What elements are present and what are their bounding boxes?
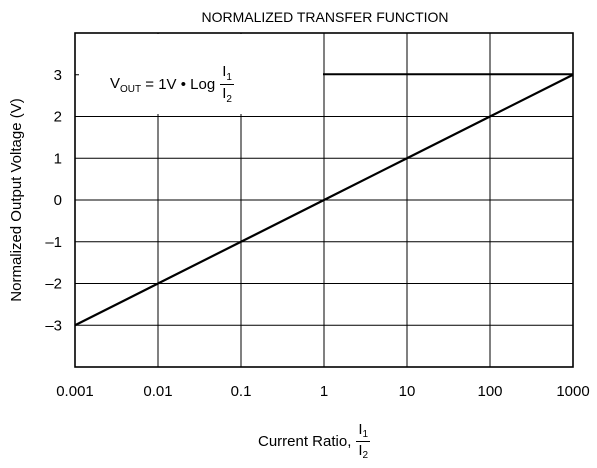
formula-fraction: I1 I2 — [220, 63, 234, 105]
x-tick-label: 0.001 — [56, 383, 94, 400]
series-line — [74, 73, 574, 327]
x-tick-label: 100 — [477, 383, 502, 400]
x-tick-label: 0.01 — [143, 383, 172, 400]
y-tick-labels: –3 –2 –1 0 1 2 3 — [45, 67, 62, 335]
y-tick-label: 1 — [54, 150, 62, 167]
plot-frame — [74, 32, 574, 368]
y-axis-label: Normalized Output Voltage (V) — [8, 98, 25, 301]
y-tick-label: 0 — [54, 192, 62, 209]
y-tick-label: –1 — [45, 234, 62, 251]
x-axis-label-text: Current Ratio, — [258, 433, 352, 450]
formula-box — [79, 34, 323, 114]
x-tick-label: 0.1 — [231, 383, 252, 400]
chart-title: NORMALIZED TRANSFER FUNCTION — [201, 9, 448, 25]
x-tick-label: 10 — [399, 383, 416, 400]
y-tick-label: –2 — [45, 276, 62, 293]
formula-vout: VOUT — [110, 74, 142, 95]
x-tick-label: 1 — [320, 383, 328, 400]
y-tick-label: 2 — [54, 109, 62, 126]
x-tick-labels: 0.001 0.01 0.1 1 10 100 1000 — [56, 383, 589, 400]
x-tick-label: 1000 — [556, 383, 589, 400]
transfer-function-formula: VOUT = 1V • Log I1 I2 — [110, 64, 234, 105]
y-tick-label: 3 — [54, 67, 62, 84]
series-group — [74, 73, 574, 327]
x-axis-label-fraction: I1 I2 — [356, 421, 371, 461]
x-axis-label: Current Ratio, I1 I2 — [258, 421, 371, 461]
formula-equation: = 1V • Log — [141, 76, 216, 93]
y-tick-label: –3 — [45, 317, 62, 334]
